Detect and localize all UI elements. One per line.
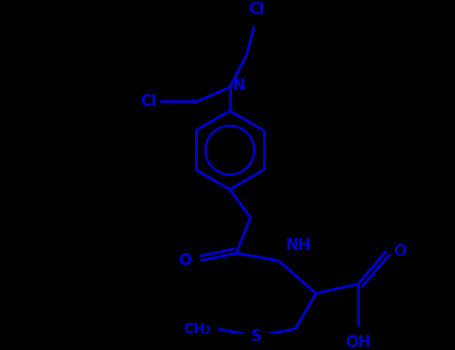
Text: O: O (394, 244, 407, 259)
Text: Cl: Cl (141, 94, 157, 109)
Text: OH: OH (345, 336, 371, 350)
Text: CH₃: CH₃ (183, 322, 211, 336)
Text: NH: NH (286, 238, 312, 253)
Text: O: O (178, 253, 192, 268)
Text: S: S (251, 329, 262, 344)
Text: N: N (233, 78, 246, 93)
Text: Cl: Cl (248, 2, 264, 17)
